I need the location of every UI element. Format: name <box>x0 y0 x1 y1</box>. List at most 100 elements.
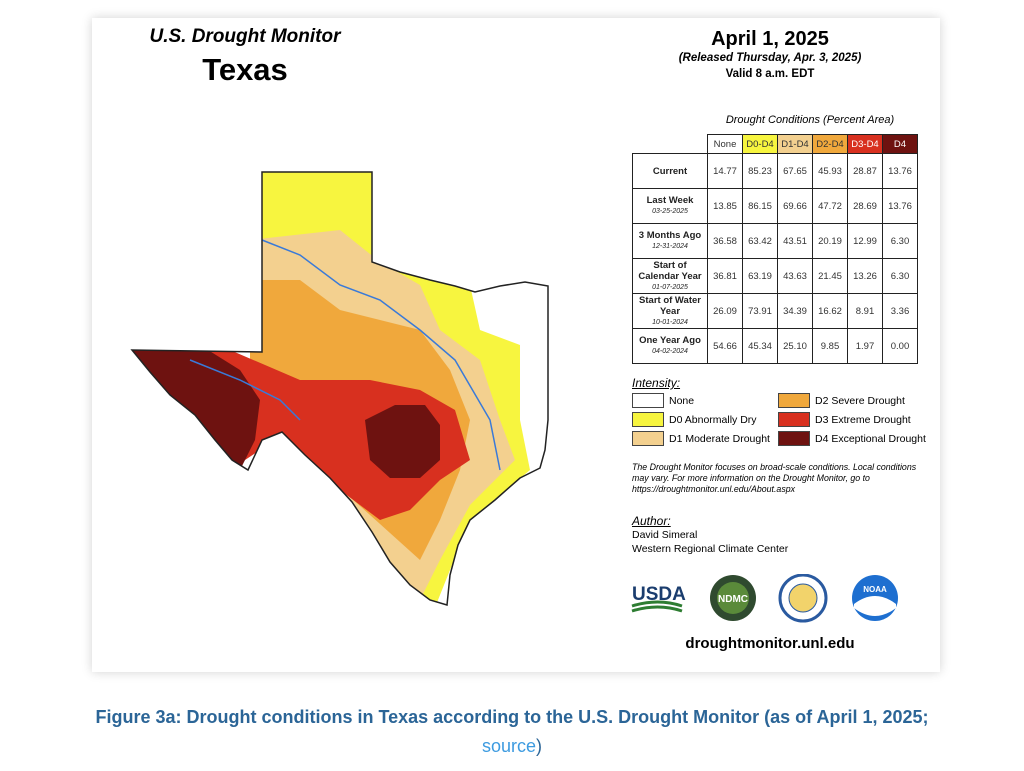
table-cell: 36.58 <box>707 223 743 259</box>
author-name: David Simeral <box>632 529 698 541</box>
usda-logo: USDA <box>631 584 686 613</box>
svg-text:NDMC: NDMC <box>718 594 748 605</box>
row-date: 01-07-2025 <box>652 283 688 291</box>
commerce-seal-logo <box>778 574 828 623</box>
col-d2-d4: D2-D4 <box>812 134 848 154</box>
caption-text: Figure 3a: Drought conditions in Texas a… <box>95 707 929 727</box>
author-block: Author: David Simeral Western Regional C… <box>632 514 788 556</box>
table-cell: 69.66 <box>777 188 813 224</box>
table-row: Last Week 03-25-2025 13.85 86.15 69.66 47.72 2… <box>632 188 918 224</box>
rivers <box>189 239 501 471</box>
table-cell: 34.39 <box>777 293 813 329</box>
map-d4-area-central <box>365 405 440 478</box>
table-cell: 73.91 <box>742 293 778 329</box>
row-date: 03-25-2025 <box>652 208 688 215</box>
table-cell: 67.65 <box>777 153 813 189</box>
table-cell: 36.81 <box>707 258 743 294</box>
legend-item: D3 Extreme Drought <box>778 412 928 427</box>
row-label: Start of Water Year 10-01-2024 <box>632 293 708 329</box>
row-label-text: 3 Months Ago <box>638 230 702 241</box>
legend-label: D1 Moderate Drought <box>669 432 770 445</box>
intensity-legend: Intensity: None D2 Severe Drought D0 Abnor… <box>632 376 932 446</box>
site-url: droughtmonitor.unl.edu <box>685 635 855 652</box>
program-title: U.S. Drought Monitor <box>149 26 341 47</box>
source-link[interactable]: source <box>481 736 537 756</box>
table-cell: 13.76 <box>882 188 918 224</box>
map-date: April 1, 2025 <box>711 28 829 50</box>
row-date: 12-31-2024 <box>652 243 688 250</box>
table-cell: 45.93 <box>812 153 848 189</box>
table-cell: 63.19 <box>742 258 778 294</box>
table-cell: 8.91 <box>847 293 883 329</box>
legend-label: D3 Extreme Drought <box>815 413 911 426</box>
table-cell: 86.15 <box>742 188 778 224</box>
row-label-text: Start of Calendar Year <box>638 259 702 282</box>
legend-item: D4 Exceptional Drought <box>778 431 928 446</box>
table-cell: 14.77 <box>707 153 743 189</box>
table-cell: 47.72 <box>812 188 848 224</box>
caption-close: ) <box>536 736 543 756</box>
legend-label: None <box>669 394 695 407</box>
row-date: 10-01-2024 <box>652 318 688 326</box>
legend-label: D2 Severe Drought <box>815 394 905 407</box>
legend-swatch <box>632 393 664 408</box>
table-cell: 85.23 <box>742 153 778 189</box>
table-cell: 3.36 <box>882 293 918 329</box>
table-cell: 63.42 <box>742 223 778 259</box>
row-date: 04-02-2024 <box>652 348 688 355</box>
legend-item: D1 Moderate Drought <box>632 431 778 446</box>
author-title: Author: <box>632 514 671 528</box>
table-cell: 43.63 <box>777 258 813 294</box>
legend-swatch <box>778 412 810 427</box>
table-cell: 12.99 <box>847 223 883 259</box>
table-cell: 0.00 <box>882 328 918 364</box>
agency-logos: USDA NDMC NOAA <box>631 574 898 623</box>
row-label-text: One Year Ago <box>639 335 701 346</box>
table-cell: 43.51 <box>777 223 813 259</box>
table-row: One Year Ago 04-02-2024 54.66 45.34 25.10 9.8… <box>632 328 918 364</box>
table-cell: 16.62 <box>812 293 848 329</box>
texas-drought-map <box>131 171 549 606</box>
svg-text:USDA: USDA <box>632 584 686 605</box>
table-cell: 21.45 <box>812 258 848 294</box>
table-cell: 13.76 <box>882 153 918 189</box>
table-row: Current 14.77 85.23 67.65 45.93 28.87 13.76 <box>632 153 918 189</box>
svg-text:NOAA: NOAA <box>863 585 887 594</box>
col-d0-d4: D0-D4 <box>742 134 778 154</box>
table-row: 3 Months Ago 12-31-2024 36.58 63.42 43.51 20.… <box>632 223 918 259</box>
row-label: One Year Ago 04-02-2024 <box>632 328 708 364</box>
table-cell: 13.26 <box>847 258 883 294</box>
row-label: Current <box>632 153 708 189</box>
table-caption: Drought Conditions (Percent Area) <box>725 114 895 126</box>
legend-item: D0 Abnormally Dry <box>632 412 778 427</box>
legend-label: D4 Exceptional Drought <box>815 432 926 445</box>
info-note: The Drought Monitor focuses on broad-sca… <box>632 462 917 494</box>
table-cell: 25.10 <box>777 328 813 364</box>
state-title: Texas <box>202 52 288 87</box>
figure-caption: Figure 3a: Drought conditions in Texas a… <box>20 703 1004 761</box>
author-org: Western Regional Climate Center <box>632 543 789 555</box>
table-cell: 28.69 <box>847 188 883 224</box>
legend-label: D0 Abnormally Dry <box>669 413 757 426</box>
ndmc-logo: NDMC <box>710 575 756 621</box>
row-label: 3 Months Ago 12-31-2024 <box>632 223 708 259</box>
row-label: Last Week 03-25-2025 <box>632 188 708 224</box>
valid-time: Valid 8 a.m. EDT <box>725 68 815 80</box>
row-label-text: Current <box>652 165 688 177</box>
col-d3-d4: D3-D4 <box>847 134 883 154</box>
legend-swatch <box>778 393 810 408</box>
row-label: Start of Calendar Year 01-07-2025 <box>632 258 708 294</box>
col-d1-d4: D1-D4 <box>777 134 813 154</box>
table-cell: 9.85 <box>812 328 848 364</box>
drought-conditions-table: None D0-D4 D1-D4 D2-D4 D3-D4 D4 Current 1… <box>632 134 918 364</box>
legend-item: D2 Severe Drought <box>778 393 928 408</box>
row-label-text: Last Week <box>646 195 694 206</box>
table-row: Start of Water Year 10-01-2024 26.09 73.91 3… <box>632 293 918 329</box>
table-header-row: None D0-D4 D1-D4 D2-D4 D3-D4 D4 <box>633 134 918 154</box>
legend-swatch <box>632 412 664 427</box>
release-date: (Released Thursday, Apr. 3, 2025) <box>678 52 862 64</box>
table-cell: 28.87 <box>847 153 883 189</box>
table-cell: 20.19 <box>812 223 848 259</box>
table-cell: 13.85 <box>707 188 743 224</box>
table-cell: 6.30 <box>882 258 918 294</box>
